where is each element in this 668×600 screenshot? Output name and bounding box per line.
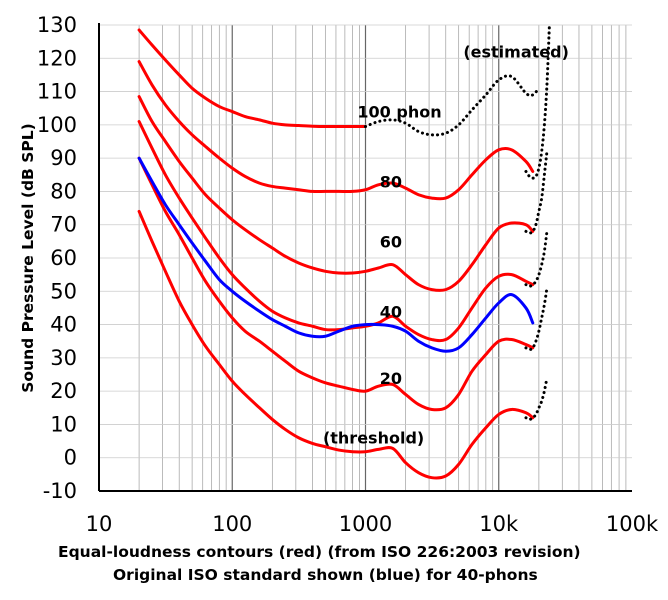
y-tick-label: -10 (43, 479, 77, 503)
curve-annotation: 100 phon (357, 103, 441, 122)
y-tick-label: 40 (50, 313, 77, 337)
estimated-curve-10 (524, 286, 549, 352)
x-tick-label: 10 (86, 512, 113, 536)
estimated-curve-8 (524, 149, 549, 235)
loudness-contour-1 (137, 156, 535, 412)
y-tick-label: 30 (50, 346, 77, 370)
loudness-contour-5 (137, 28, 367, 129)
series-group (137, 23, 551, 480)
estimated-curve-7 (524, 23, 551, 180)
y-tick-label: 0 (64, 446, 77, 470)
y-tick-label: 10 (50, 412, 77, 436)
loudness-contour-2 (137, 120, 535, 343)
x-axis-label-line2: Original ISO standard shown (blue) for 4… (113, 566, 538, 584)
original-40-phon-curve-12 (137, 156, 535, 353)
y-axis-label: Sound Pressure Level (dB SPL) (19, 123, 37, 393)
estimated-curve-11 (524, 376, 549, 421)
x-tick-label: 100k (606, 512, 659, 536)
y-tick-label: 80 (50, 179, 77, 203)
loudness-contour-3 (137, 95, 535, 292)
x-tick-label: 1000 (339, 512, 392, 536)
y-tick-label: 70 (50, 213, 77, 237)
tick-labels: -10 0 10 20 30 40 50 60 70 80 90 100 110 120 130 10 100 1… (37, 13, 659, 536)
y-tick-label: 60 (50, 246, 77, 270)
loudness-contour-0 (137, 209, 535, 480)
loudness-contour-4 (137, 60, 535, 201)
x-tick-label: 10k (479, 512, 519, 536)
x-axis-label: Equal-loudness contours (red) (from ISO … (58, 543, 581, 561)
annotations: (estimated) 100 phon 80 60 40 20 (threshold) (323, 43, 569, 448)
y-tick-label: 130 (37, 13, 77, 37)
axes (98, 23, 632, 492)
estimated-curve-9 (524, 229, 549, 288)
x-tick-label: 100 (212, 512, 252, 536)
y-tick-label: 120 (37, 46, 77, 70)
curve-annotation: (estimated) (463, 43, 569, 62)
estimated-curve-6 (364, 74, 541, 137)
y-tick-label: 20 (50, 379, 77, 403)
y-tick-label: 100 (37, 113, 77, 137)
y-tick-label: 50 (50, 279, 77, 303)
curve-annotation: 40 (380, 302, 402, 321)
y-tick-label: 110 (37, 80, 77, 104)
curve-annotation: 20 (380, 369, 402, 388)
curve-annotation: 80 (380, 172, 402, 191)
y-tick-label: 90 (50, 146, 77, 170)
curve-annotation: 60 (380, 232, 402, 251)
curve-annotation: (threshold) (323, 429, 424, 448)
